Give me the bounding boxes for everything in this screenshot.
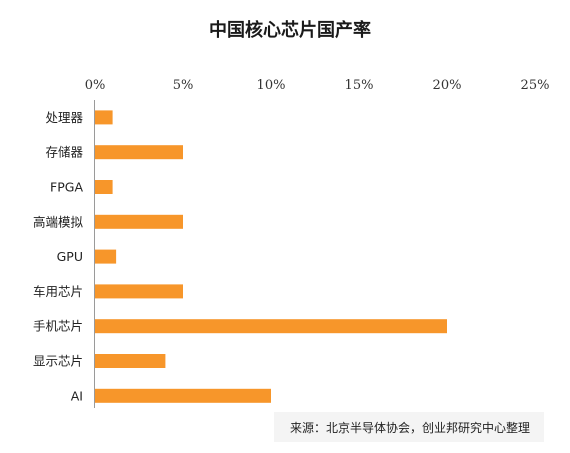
bars-group bbox=[95, 110, 447, 403]
category-label: 显示芯片 bbox=[33, 354, 83, 369]
x-tick-label: 10% bbox=[257, 78, 286, 93]
source-box: 来源：北京半导体协会，创业邦研究中心整理 bbox=[274, 412, 544, 442]
bar bbox=[95, 388, 271, 403]
category-label: 高端模拟 bbox=[33, 214, 84, 229]
chart-title: 中国核心芯片国产率 bbox=[209, 19, 371, 41]
bar bbox=[95, 284, 183, 299]
category-label: FPGA bbox=[50, 180, 83, 195]
bar bbox=[95, 110, 113, 125]
x-tick-label: 5% bbox=[173, 78, 194, 93]
category-label: 车用芯片 bbox=[33, 284, 83, 299]
source-note: 来源：北京半导体协会，创业邦研究中心整理 bbox=[289, 421, 530, 435]
x-tick-label: 15% bbox=[345, 78, 374, 93]
category-label: 处理器 bbox=[45, 110, 83, 125]
x-tick-label: 0% bbox=[85, 78, 106, 93]
category-label: GPU bbox=[57, 249, 83, 264]
bar bbox=[95, 319, 447, 334]
x-tick-label: 25% bbox=[521, 78, 550, 93]
x-axis-ticks: 0% 5% 10% 15% 20% 25% bbox=[85, 78, 550, 93]
x-tick-label: 20% bbox=[433, 78, 462, 93]
bar bbox=[95, 145, 183, 160]
bar bbox=[95, 180, 113, 194]
bar bbox=[95, 354, 166, 368]
category-label: AI bbox=[71, 388, 83, 403]
bar bbox=[95, 214, 183, 229]
category-label: 存储器 bbox=[45, 145, 83, 160]
bar bbox=[95, 249, 117, 264]
category-label: 手机芯片 bbox=[33, 319, 83, 334]
